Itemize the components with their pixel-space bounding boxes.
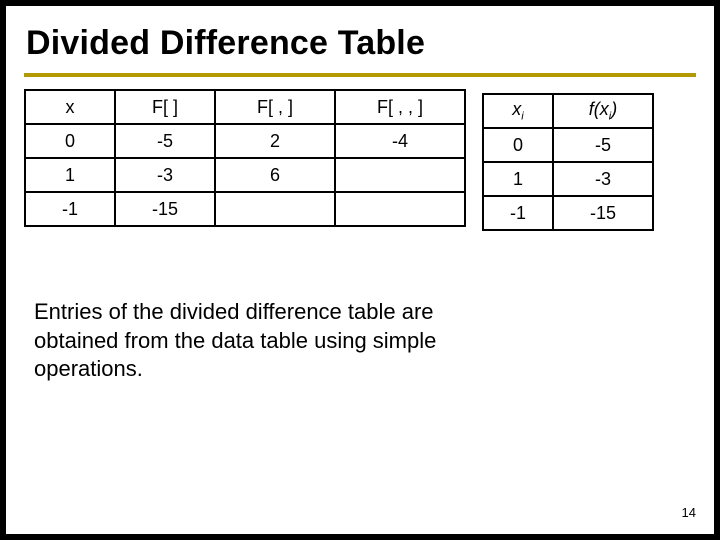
cell bbox=[215, 192, 335, 226]
cell: 6 bbox=[215, 158, 335, 192]
cell: 1 bbox=[25, 158, 115, 192]
divided-difference-table: x F[ ] F[ , ] F[ , , ] 0 -5 2 -4 1 -3 6 bbox=[24, 89, 466, 227]
table-row: 1 -3 bbox=[483, 162, 653, 196]
table-header-row: x F[ ] F[ , ] F[ , , ] bbox=[25, 90, 465, 124]
title-wrap: Divided Difference Table bbox=[6, 6, 714, 69]
cell: -15 bbox=[553, 196, 653, 230]
table-row: 1 -3 6 bbox=[25, 158, 465, 192]
xi-var: x bbox=[512, 99, 521, 119]
fxi-suffix: ) bbox=[611, 99, 617, 119]
caption-text: Entries of the divided difference table … bbox=[34, 298, 514, 384]
table-row: 0 -5 bbox=[483, 128, 653, 162]
cell: -5 bbox=[115, 124, 215, 158]
data-table: xi f(xi) 0 -5 1 -3 -1 -15 bbox=[482, 93, 654, 231]
table-header-row: xi f(xi) bbox=[483, 94, 653, 128]
cell: -5 bbox=[553, 128, 653, 162]
cell: -3 bbox=[115, 158, 215, 192]
table-row: -1 -15 bbox=[483, 196, 653, 230]
slide: Divided Difference Table x F[ ] F[ , ] F… bbox=[6, 6, 714, 534]
cell: -4 bbox=[335, 124, 465, 158]
cell bbox=[335, 158, 465, 192]
cell bbox=[335, 192, 465, 226]
col-header-fxi: f(xi) bbox=[553, 94, 653, 128]
cell: -1 bbox=[25, 192, 115, 226]
cell: 1 bbox=[483, 162, 553, 196]
col-header: F[ , , ] bbox=[335, 90, 465, 124]
cell: -3 bbox=[553, 162, 653, 196]
page-number: 14 bbox=[682, 505, 696, 520]
cell: -15 bbox=[115, 192, 215, 226]
cell: -1 bbox=[483, 196, 553, 230]
table-row: -1 -15 bbox=[25, 192, 465, 226]
xi-sub: i bbox=[521, 111, 523, 123]
content-row: x F[ ] F[ , ] F[ , , ] 0 -5 2 -4 1 -3 6 bbox=[6, 77, 714, 231]
col-header: F[ , ] bbox=[215, 90, 335, 124]
cell: 0 bbox=[25, 124, 115, 158]
col-header: x bbox=[25, 90, 115, 124]
table-row: 0 -5 2 -4 bbox=[25, 124, 465, 158]
cell: 2 bbox=[215, 124, 335, 158]
col-header-xi: xi bbox=[483, 94, 553, 128]
col-header: F[ ] bbox=[115, 90, 215, 124]
fxi-prefix: f(x bbox=[589, 99, 609, 119]
cell: 0 bbox=[483, 128, 553, 162]
slide-title: Divided Difference Table bbox=[26, 24, 694, 63]
